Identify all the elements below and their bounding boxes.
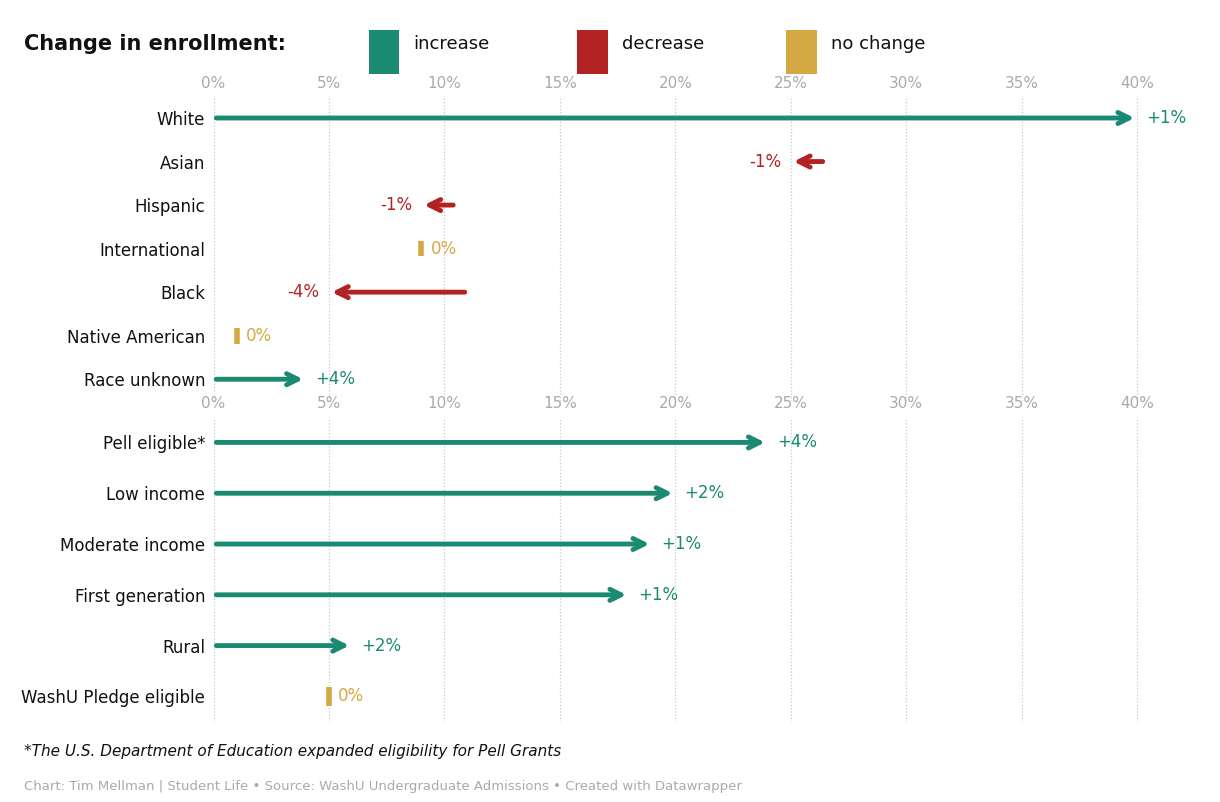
Text: +1%: +1% bbox=[661, 535, 701, 553]
FancyBboxPatch shape bbox=[577, 30, 608, 74]
Text: -1%: -1% bbox=[379, 196, 412, 214]
Text: +1%: +1% bbox=[1147, 109, 1187, 127]
Text: -4%: -4% bbox=[288, 283, 320, 302]
FancyBboxPatch shape bbox=[787, 30, 816, 74]
Text: +2%: +2% bbox=[361, 637, 401, 654]
Text: 0%: 0% bbox=[338, 687, 365, 706]
Text: +4%: +4% bbox=[315, 371, 355, 388]
Text: +4%: +4% bbox=[777, 433, 817, 452]
Text: no change: no change bbox=[831, 35, 926, 53]
Text: *The U.S. Department of Education expanded eligibility for Pell Grants: *The U.S. Department of Education expand… bbox=[24, 744, 561, 759]
Text: +2%: +2% bbox=[684, 484, 725, 502]
Text: increase: increase bbox=[414, 35, 489, 53]
Text: 0%: 0% bbox=[431, 240, 456, 257]
Text: Chart: Tim Mellman | Student Life • Source: WashU Undergraduate Admissions • Cre: Chart: Tim Mellman | Student Life • Sour… bbox=[24, 780, 742, 793]
Text: Change in enrollment:: Change in enrollment: bbox=[24, 34, 287, 54]
Text: -1%: -1% bbox=[749, 152, 782, 171]
Text: 0%: 0% bbox=[245, 326, 272, 345]
Text: +1%: +1% bbox=[638, 585, 678, 604]
FancyBboxPatch shape bbox=[368, 30, 399, 74]
Text: decrease: decrease bbox=[622, 35, 704, 53]
